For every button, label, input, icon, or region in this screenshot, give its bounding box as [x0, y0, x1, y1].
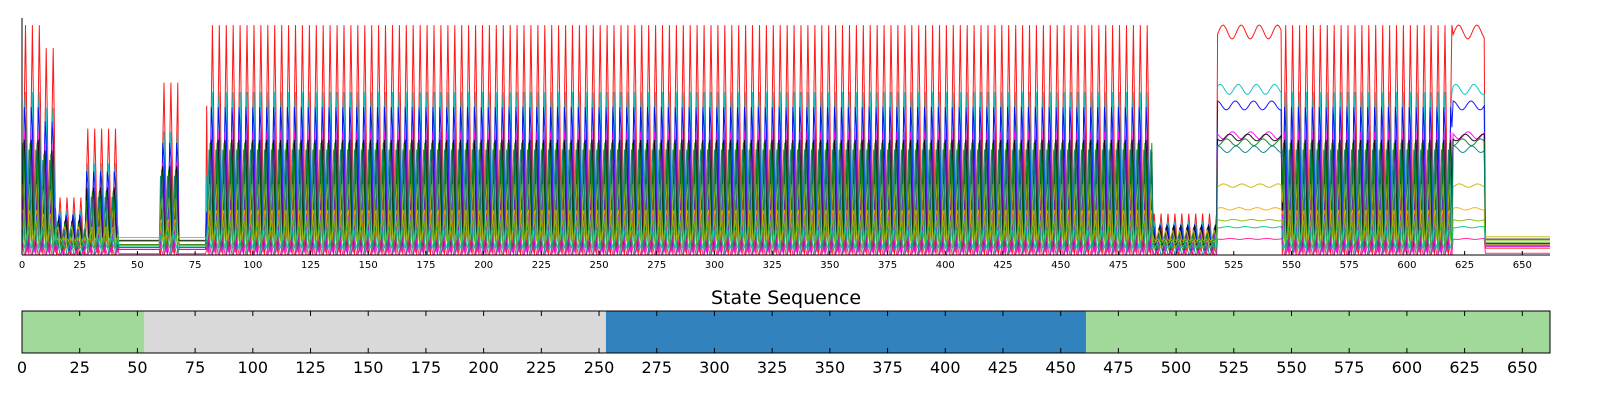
top-tick-label: 450	[1051, 260, 1070, 271]
top-tick-label: 625	[1455, 260, 1474, 271]
signal-line-chart: 0 25 50 75 100 125 150 175 200 225 250 275 300 325 350…	[19, 18, 1550, 271]
bottom-tick-label: 25	[70, 358, 90, 377]
signal-series-group	[21, 24, 1550, 257]
bottom-tick-label: 350	[815, 358, 846, 377]
bottom-tick-label: 225	[526, 358, 557, 377]
bottom-tick-label: 550	[1276, 358, 1307, 377]
bottom-tick-label: 275	[641, 358, 672, 377]
top-tick-label: 400	[936, 260, 955, 271]
signal-line	[21, 145, 1550, 257]
top-tick-label: 150	[359, 260, 378, 271]
bottom-tick-label: 75	[185, 358, 205, 377]
bottom-tick-label: 125	[295, 358, 326, 377]
bottom-tick-label: 650	[1507, 358, 1538, 377]
top-tick-label: 200	[474, 260, 493, 271]
bottom-tick-label: 0	[17, 358, 27, 377]
bottom-tick-label: 600	[1392, 358, 1423, 377]
bottom-tick-label: 475	[1103, 358, 1134, 377]
bottom-tick-label: 300	[699, 358, 730, 377]
state-segment	[22, 311, 145, 353]
bottom-tick-label: 50	[127, 358, 147, 377]
state-segment	[144, 311, 606, 353]
bottom-tick-label: 325	[757, 358, 788, 377]
top-tick-label: 500	[1167, 260, 1186, 271]
state-sequence-frame	[21, 310, 1551, 354]
top-tick-label: 375	[878, 260, 897, 271]
top-tick-label: 350	[820, 260, 839, 271]
bottom-x-ticks: 0 25 50 75 100 125 150 175 200 225 250 275 300 325 350…	[17, 311, 1538, 377]
top-tick-label: 125	[301, 260, 320, 271]
state-segment	[1086, 311, 1550, 353]
top-tick-label: 250	[589, 260, 608, 271]
top-tick-label: 475	[1109, 260, 1128, 271]
top-tick-label: 225	[532, 260, 551, 271]
bottom-tick-label: 425	[988, 358, 1019, 377]
bottom-tick-label: 625	[1449, 358, 1480, 377]
top-tick-label: 25	[73, 260, 86, 271]
top-tick-label: 300	[705, 260, 724, 271]
top-x-ticks: 0 25 50 75 100 125 150 175 200 225 250 275 300 325 350…	[19, 251, 1532, 271]
top-tick-label: 650	[1513, 260, 1532, 271]
top-tick-label: 600	[1397, 260, 1416, 271]
top-tick-label: 50	[131, 260, 144, 271]
bottom-tick-label: 400	[930, 358, 961, 377]
top-tick-label: 175	[416, 260, 435, 271]
state-segment	[605, 311, 1087, 353]
bottom-tick-label: 575	[1334, 358, 1365, 377]
bottom-tick-label: 150	[353, 358, 384, 377]
top-tick-label: 275	[647, 260, 666, 271]
top-tick-label: 75	[189, 260, 202, 271]
top-tick-label: 325	[763, 260, 782, 271]
top-tick-label: 575	[1340, 260, 1359, 271]
bottom-tick-label: 375	[872, 358, 903, 377]
top-tick-label: 425	[993, 260, 1012, 271]
top-tick-label: 0	[19, 260, 25, 271]
top-tick-label: 525	[1224, 260, 1243, 271]
state-sequence-bar: 0 25 50 75 100 125 150 175 200 225 250 275 300 325 350…	[17, 310, 1551, 377]
state-sequence-title: State Sequence	[711, 287, 861, 309]
bottom-tick-label: 175	[411, 358, 442, 377]
bottom-tick-label: 250	[584, 358, 615, 377]
bottom-tick-label: 500	[1161, 358, 1192, 377]
signal-line	[21, 226, 1550, 249]
bottom-tick-label: 525	[1219, 358, 1250, 377]
top-tick-label: 100	[243, 260, 262, 271]
bottom-tick-label: 450	[1045, 358, 1076, 377]
bottom-tick-label: 200	[468, 358, 499, 377]
top-tick-label: 550	[1282, 260, 1301, 271]
state-segments-group	[22, 311, 1550, 353]
bottom-tick-label: 100	[238, 358, 269, 377]
